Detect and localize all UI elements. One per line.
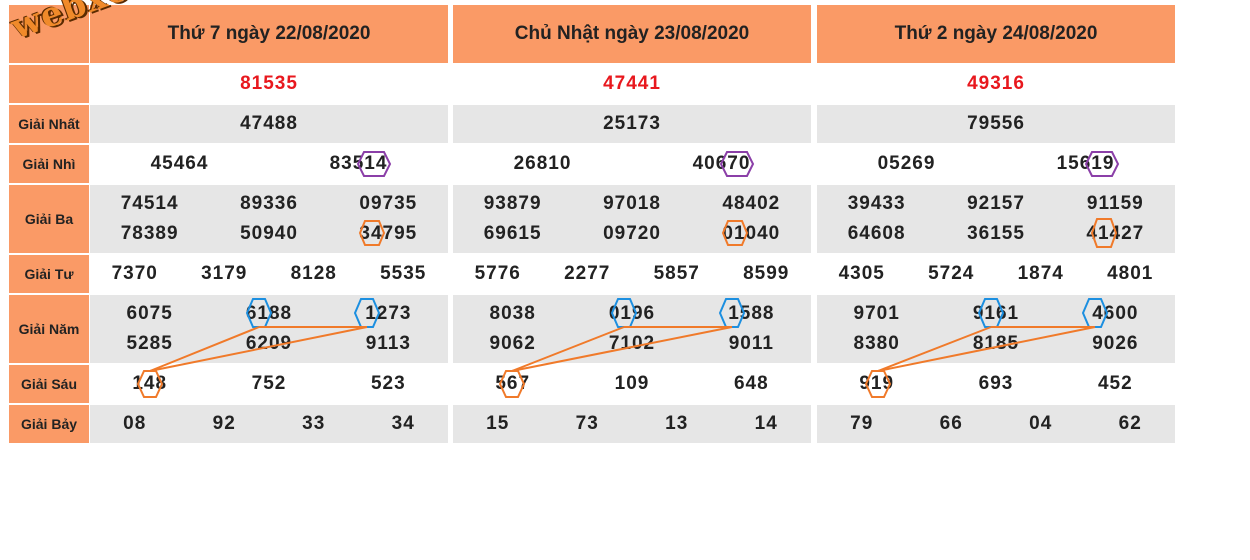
sixth-prize: 148	[132, 373, 168, 394]
seventh-prize: 73	[575, 413, 599, 434]
fourth-prize: 8128	[290, 263, 337, 284]
third-prize: 97018	[603, 193, 661, 214]
fourth-prize: 4801	[1107, 263, 1154, 284]
fourth-prize: 8599	[743, 263, 790, 284]
label-g6: Giải Sáu	[9, 365, 89, 405]
day-title: Thứ 2 ngày 24/08/2020	[817, 5, 1175, 65]
third-prize: 93879	[483, 193, 542, 214]
fourth-prize: 1874	[1017, 263, 1064, 284]
special-prize: 49316	[967, 73, 1025, 94]
sixth-prize: 452	[1097, 373, 1133, 394]
seventh-prize: 14	[754, 413, 778, 434]
second-prize: 40670	[692, 153, 751, 174]
second-prize: 83514	[329, 153, 388, 174]
day-column-1: Thứ 7 ngày 22/08/2020 81535 47488 45464 …	[90, 5, 448, 445]
prize-label-column: Giải Nhất Giải Nhì Giải Ba Giải Tư Giải …	[9, 5, 89, 445]
day-title: Chủ Nhật ngày 23/08/2020	[453, 5, 811, 65]
fourth-prize: 4305	[838, 263, 885, 284]
second-prize: 15619	[1056, 153, 1115, 174]
label-g5: Giải Năm	[9, 295, 89, 365]
label-special	[9, 65, 89, 105]
fifth-prize: 6188	[245, 303, 293, 324]
fourth-prize: 5857	[653, 263, 700, 284]
seventh-prize: 34	[391, 413, 415, 434]
sixth-prize: 109	[614, 373, 650, 394]
third-prize: 69615	[483, 223, 542, 244]
fifth-prize: 9011	[728, 333, 774, 354]
third-prize: 74514	[120, 193, 179, 214]
third-prize: 78389	[120, 223, 179, 244]
seventh-prize: 66	[939, 413, 963, 434]
second-prize: 26810	[513, 153, 572, 174]
fourth-prize: 2277	[564, 263, 611, 284]
seventh-prize: 13	[665, 413, 689, 434]
seventh-prize: 33	[302, 413, 326, 434]
second-prize: 45464	[150, 153, 209, 174]
fourth-prize: 3179	[201, 263, 248, 284]
fifth-prize: 1273	[365, 303, 412, 324]
third-prize: 36155	[967, 223, 1025, 244]
fourth-prize: 7370	[111, 263, 158, 284]
fifth-prize: 8380	[853, 333, 900, 354]
seventh-prize: 79	[850, 413, 874, 434]
seventh-prize: 15	[486, 413, 510, 434]
sixth-prize: 648	[733, 373, 769, 394]
fifth-prize: 4600	[1092, 303, 1139, 324]
fifth-prize: 8185	[972, 333, 1020, 354]
fifth-prize: 6209	[245, 333, 293, 354]
label-g4: Giải Tư	[9, 255, 89, 295]
day-column-2: Chủ Nhật ngày 23/08/2020 47441 25173 268…	[453, 5, 811, 445]
fifth-prize: 9113	[365, 333, 411, 354]
third-prize: 48402	[722, 193, 781, 214]
label-g7: Giải Bảy	[9, 405, 89, 445]
fifth-prize: 9701	[853, 303, 900, 324]
third-prize: 41427	[1086, 223, 1145, 244]
fifth-prize: 7102	[608, 333, 656, 354]
special-prize: 81535	[240, 73, 298, 94]
fifth-prize: 9062	[489, 333, 536, 354]
fourth-prize: 5535	[380, 263, 427, 284]
fifth-prize: 0196	[608, 303, 656, 324]
first-prize: 47488	[240, 113, 298, 134]
third-prize: 92157	[967, 193, 1025, 214]
second-prize: 05269	[877, 153, 936, 174]
fifth-prize: 9026	[1092, 333, 1139, 354]
third-prize: 64608	[847, 223, 906, 244]
day-title: Thứ 7 ngày 22/08/2020	[90, 5, 448, 65]
label-g2: Giải Nhì	[9, 145, 89, 185]
fifth-prize: 1588	[728, 303, 775, 324]
seventh-prize: 92	[212, 413, 236, 434]
sixth-prize: 919	[859, 373, 895, 394]
third-prize: 50940	[240, 223, 298, 244]
fifth-prize: 5285	[126, 333, 173, 354]
fourth-prize: 5776	[474, 263, 521, 284]
label-g3: Giải Ba	[9, 185, 89, 255]
fifth-prize: 6075	[126, 303, 173, 324]
sixth-prize: 693	[978, 373, 1014, 394]
special-prize: 47441	[603, 73, 661, 94]
third-prize: 09735	[359, 193, 418, 214]
fifth-prize: 9161	[972, 303, 1020, 324]
sixth-prize: 567	[495, 373, 531, 394]
fifth-prize: 8038	[489, 303, 536, 324]
fourth-prize: 5724	[928, 263, 975, 284]
corner-header	[9, 5, 89, 65]
seventh-prize: 04	[1029, 413, 1053, 434]
third-prize: 01040	[722, 223, 781, 244]
seventh-prize: 08	[123, 413, 147, 434]
sixth-prize: 523	[370, 373, 406, 394]
third-prize: 91159	[1086, 193, 1144, 214]
third-prize: 34795	[359, 223, 418, 244]
first-prize: 25173	[603, 113, 661, 134]
sixth-prize: 752	[251, 373, 287, 394]
third-prize: 09720	[603, 223, 661, 244]
day-column-3: Thứ 2 ngày 24/08/2020 49316 79556 05269 …	[817, 5, 1175, 445]
label-g1: Giải Nhất	[9, 105, 89, 145]
seventh-prize: 62	[1118, 413, 1142, 434]
third-prize: 89336	[240, 193, 298, 214]
third-prize: 39433	[847, 193, 906, 214]
first-prize: 79556	[967, 113, 1025, 134]
